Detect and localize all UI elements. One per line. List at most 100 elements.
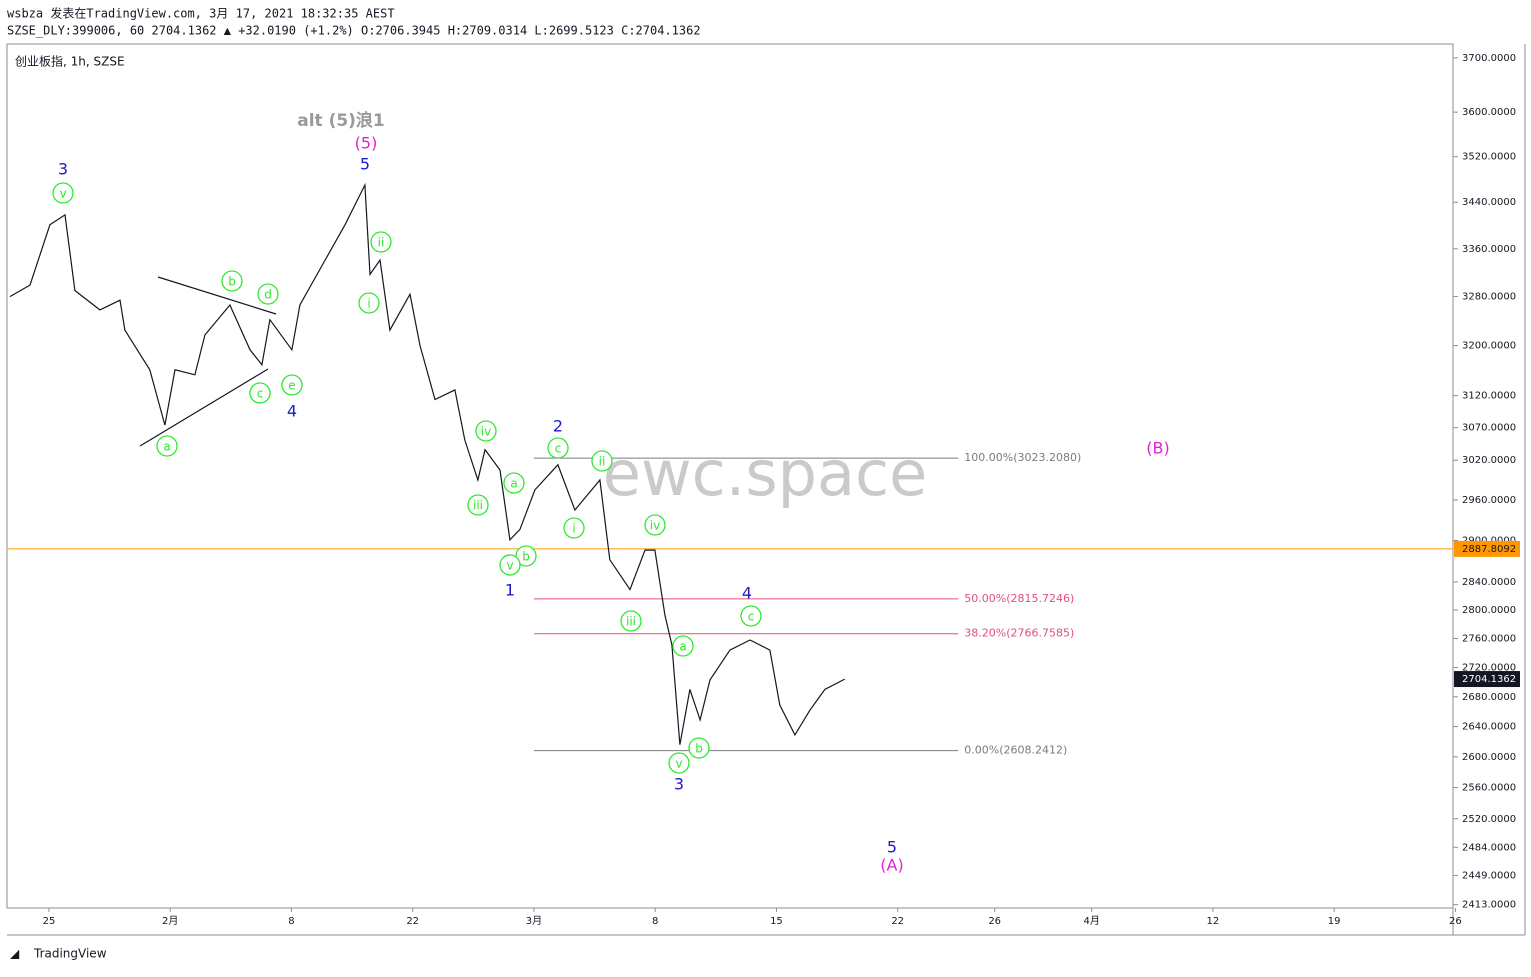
x-tick-label: 22 <box>406 916 419 927</box>
y-tick-label: 3020.0000 <box>1462 455 1516 466</box>
x-tick-label: 4月 <box>1083 915 1099 927</box>
wave-label-circle <box>668 752 690 774</box>
wave-label-circle <box>358 292 380 314</box>
wave-label-intermediate: 4 <box>287 402 297 421</box>
y-tick-label: 3360.0000 <box>1462 244 1516 255</box>
wave-label-circle <box>688 737 710 759</box>
wave-label-minor: e <box>288 379 295 393</box>
y-tick-label: 2520.0000 <box>1462 814 1516 825</box>
y-tick-label: 3070.0000 <box>1462 423 1516 434</box>
wave-label-minor: v <box>59 187 66 201</box>
x-tick-label: 12 <box>1207 916 1220 927</box>
wave-label-circle <box>370 231 392 253</box>
wave-label-circle <box>156 435 178 457</box>
wave-label-circle <box>475 420 497 442</box>
y-tick-label: 3700.0000 <box>1462 53 1516 64</box>
wave-label-primary: (5) <box>355 134 378 153</box>
watermark: ewc.space <box>603 437 928 510</box>
wave-label-minor: i <box>572 522 575 536</box>
quote-line: SZSE_DLY:399006, 60 2704.1362 ▲ +32.0190… <box>7 24 701 38</box>
publisher-line: wsbza 发表在TradingView.com, 3月 17, 2021 18… <box>7 6 395 21</box>
wave-label-circle <box>740 605 762 627</box>
last-price-axis-label: 2704.1362 <box>1462 674 1516 685</box>
y-tick-label: 2720.0000 <box>1462 662 1516 673</box>
wave-label-minor: iii <box>473 499 483 513</box>
wave-label-minor: c <box>748 610 755 624</box>
wave-label-minor: iv <box>650 519 660 533</box>
y-tick-label: 3280.0000 <box>1462 292 1516 303</box>
x-tick-label: 25 <box>43 916 56 927</box>
wave-label-circle <box>563 517 585 539</box>
x-tick-label: 8 <box>288 916 294 927</box>
y-tick-label: 2449.0000 <box>1462 870 1516 881</box>
symbol-label: 创业板指, 1h, SZSE <box>15 54 125 69</box>
fib-level-label: 50.00%(2815.7246) <box>964 592 1074 605</box>
wave-label-circle <box>257 283 279 305</box>
y-tick-label: 2560.0000 <box>1462 783 1516 794</box>
y-tick-label: 3520.0000 <box>1462 152 1516 163</box>
wave-label-circle <box>547 437 569 459</box>
wave-label-minor: v <box>506 559 513 573</box>
horizontal-line-axis-box <box>1454 540 1520 557</box>
x-tick-label: 19 <box>1328 916 1341 927</box>
wave-label-circle <box>503 472 525 494</box>
x-tick-label: 22 <box>891 916 904 927</box>
wave-label-minor: ii <box>599 455 606 469</box>
wave-label-minor: i <box>367 297 370 311</box>
wave-label-minor: b <box>522 550 530 564</box>
y-tick-label: 3600.0000 <box>1462 107 1516 118</box>
wave-label-circle <box>515 545 537 567</box>
wave-label-minor: v <box>675 757 682 771</box>
y-tick-label: 2760.0000 <box>1462 634 1516 645</box>
fib-level-label: 100.00%(3023.2080) <box>964 451 1081 464</box>
wave-label-intermediate: 2 <box>553 417 563 436</box>
y-tick-label: 3440.0000 <box>1462 197 1516 208</box>
triangle-upper-line <box>157 276 277 315</box>
tv-logo-icon: ◢ <box>10 947 20 961</box>
y-tick-label: 2484.0000 <box>1462 842 1516 853</box>
wave-label-minor: c <box>257 387 264 401</box>
wave-label-circle <box>591 450 613 472</box>
fib-level-label: 38.20%(2766.7585) <box>964 627 1074 640</box>
wave-label-minor: b <box>228 275 236 289</box>
y-tick-label: 3120.0000 <box>1462 391 1516 402</box>
wave-label-primary: (A) <box>880 856 903 875</box>
wave-label-primary: (B) <box>1146 439 1169 458</box>
x-tick-label: 26 <box>1449 916 1462 927</box>
wave-label-intermediate: 5 <box>360 155 370 174</box>
wave-label-circle <box>644 514 666 536</box>
price-line <box>9 182 846 745</box>
wave-label-circle <box>249 382 271 404</box>
wave-label-intermediate: 3 <box>58 160 68 179</box>
horizontal-line-axis-label: 2887.8092 <box>1462 544 1516 555</box>
wave-label-minor: b <box>695 742 703 756</box>
y-tick-label: 2640.0000 <box>1462 722 1516 733</box>
alt-label: alt (5)浪1 <box>297 110 385 131</box>
wave-label-minor: iii <box>626 615 636 629</box>
y-tick-label: 2800.0000 <box>1462 605 1516 616</box>
wave-label-circle <box>672 635 694 657</box>
wave-label-minor: ii <box>378 236 385 250</box>
wave-label-intermediate: 1 <box>505 581 515 600</box>
wave-label-minor: a <box>679 640 686 654</box>
footer-brand: TradingView <box>33 947 107 961</box>
wave-label-minor: d <box>264 288 272 302</box>
fib-level-label: 0.00%(2608.2412) <box>964 744 1067 757</box>
wave-label-circle <box>499 554 521 576</box>
y-tick-label: 2960.0000 <box>1462 495 1516 506</box>
y-tick-label: 2680.0000 <box>1462 692 1516 703</box>
wave-label-intermediate: 3 <box>674 775 684 794</box>
triangle-lower-line <box>139 368 269 447</box>
last-price-axis-box <box>1454 671 1520 688</box>
wave-label-intermediate: 4 <box>742 584 752 603</box>
wave-label-minor: iv <box>481 425 491 439</box>
wave-label-circle <box>281 374 303 396</box>
y-tick-label: 3200.0000 <box>1462 340 1516 351</box>
wave-label-circle <box>221 270 243 292</box>
x-tick-label: 2月 <box>162 915 178 927</box>
y-tick-label: 2840.0000 <box>1462 577 1516 588</box>
wave-label-minor: a <box>163 440 170 454</box>
y-tick-label: 2413.0000 <box>1462 900 1516 911</box>
